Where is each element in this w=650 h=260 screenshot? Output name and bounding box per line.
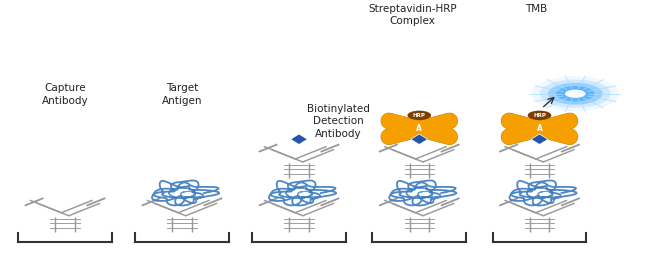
Text: Biotinylated
Detection
Antibody: Biotinylated Detection Antibody [307,104,369,139]
Text: A: A [416,124,422,133]
Text: Capture
Antibody: Capture Antibody [42,83,88,106]
Text: A: A [536,124,543,133]
Circle shape [532,76,619,111]
Text: TMB: TMB [525,4,547,14]
Circle shape [408,111,431,120]
Circle shape [556,86,594,101]
Text: HRP: HRP [533,113,546,118]
Circle shape [565,90,586,98]
Text: HRP: HRP [413,113,426,118]
Polygon shape [291,134,307,145]
Text: Target
Antigen: Target Antigen [162,83,202,106]
Text: Streptavidin-HRP
Complex: Streptavidin-HRP Complex [369,4,457,26]
Polygon shape [411,134,428,145]
Circle shape [528,111,551,120]
Polygon shape [531,134,548,145]
Circle shape [540,80,611,108]
Circle shape [548,83,603,105]
